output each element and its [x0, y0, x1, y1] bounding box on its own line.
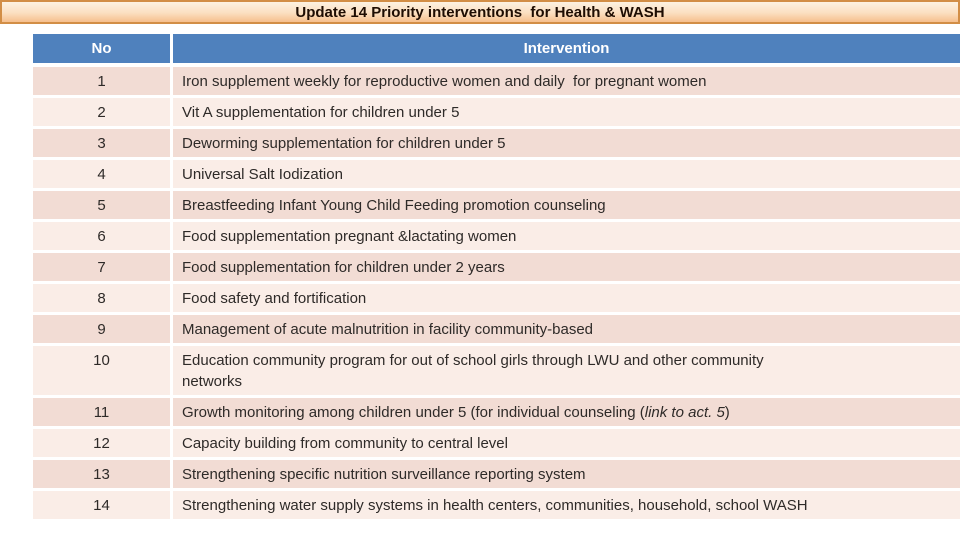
intervention-text-segment: Food supplementation for children under … — [182, 259, 505, 276]
table-body: 1 Iron supplement weekly for reproductiv… — [33, 67, 960, 519]
intervention-cell: Vit A supplementation for children under… — [173, 98, 960, 126]
table-row: 10 Education community program for out o… — [33, 346, 960, 395]
row-number-cell: 11 — [33, 398, 170, 426]
table-row: 4 Universal Salt Iodization — [33, 160, 960, 188]
intervention-cell: Strengthening water supply systems in he… — [173, 491, 960, 519]
intervention-cell: Management of acute malnutrition in faci… — [173, 315, 960, 343]
table-row: 2 Vit A supplementation for children und… — [33, 98, 960, 126]
interventions-table: No Intervention 1 Iron supplement weekly… — [33, 34, 960, 519]
intervention-text-segment: Growth monitoring among children under 5… — [182, 404, 645, 421]
intervention-text-segment: Education community program for out of s… — [182, 352, 764, 390]
column-header-no: No — [33, 34, 170, 63]
row-number-cell: 13 — [33, 460, 170, 488]
intervention-cell: Deworming supplementation for children u… — [173, 129, 960, 157]
intervention-cell: Growth monitoring among children under 5… — [173, 398, 960, 426]
intervention-text-segment: Capacity building from community to cent… — [182, 435, 508, 452]
intervention-cell: Food safety and fortification — [173, 284, 960, 312]
intervention-cell: Breastfeeding Infant Young Child Feeding… — [173, 191, 960, 219]
table-row: 5 Breastfeeding Infant Young Child Feedi… — [33, 191, 960, 219]
row-number-cell: 4 — [33, 160, 170, 188]
intervention-cell: Universal Salt Iodization — [173, 160, 960, 188]
table-row: 6 Food supplementation pregnant &lactati… — [33, 222, 960, 250]
intervention-cell: Food supplementation for children under … — [173, 253, 960, 281]
intervention-text-segment: Strengthening specific nutrition surveil… — [182, 466, 586, 483]
intervention-text-segment: Management of acute malnutrition in faci… — [182, 321, 594, 338]
table-row: 8 Food safety and fortification — [33, 284, 960, 312]
row-number-cell: 9 — [33, 315, 170, 343]
row-number-cell: 2 — [33, 98, 170, 126]
intervention-cell: Iron supplement weekly for reproductive … — [173, 67, 960, 95]
intervention-text-segment: Food supplementation pregnant &lactating… — [182, 228, 517, 245]
table-row: 9 Management of acute malnutrition in fa… — [33, 315, 960, 343]
table-row: 7 Food supplementation for children unde… — [33, 253, 960, 281]
table-row: 13 Strengthening specific nutrition surv… — [33, 460, 960, 488]
intervention-text-segment: Food safety and fortification — [182, 290, 367, 307]
intervention-text-segment: Deworming supplementation for children u… — [182, 135, 506, 152]
table-row: 12 Capacity building from community to c… — [33, 429, 960, 457]
row-number-cell: 3 — [33, 129, 170, 157]
intervention-cell: Strengthening specific nutrition surveil… — [173, 460, 960, 488]
intervention-text-segment: ) — [724, 404, 730, 421]
table-row: 14 Strengthening water supply systems in… — [33, 491, 960, 519]
intervention-text-segment: Breastfeeding Infant Young Child Feeding… — [182, 197, 606, 214]
table-header-row: No Intervention — [33, 34, 960, 63]
row-number-cell: 8 — [33, 284, 170, 312]
row-number-cell: 12 — [33, 429, 170, 457]
row-number-cell: 14 — [33, 491, 170, 519]
intervention-text-segment: Iron supplement weekly for reproductive … — [182, 73, 707, 90]
column-header-intervention: Intervention — [173, 34, 960, 63]
intervention-text-segment: Strengthening water supply systems in he… — [182, 497, 808, 514]
slide-title: Update 14 Priority interventions for Hea… — [295, 3, 665, 21]
row-number-cell: 7 — [33, 253, 170, 281]
intervention-text-segment: Universal Salt Iodization — [182, 166, 343, 183]
intervention-text-segment: Vit A supplementation for children under… — [182, 104, 460, 121]
row-number-cell: 5 — [33, 191, 170, 219]
table-row: 3 Deworming supplementation for children… — [33, 129, 960, 157]
intervention-cell: Food supplementation pregnant &lactating… — [173, 222, 960, 250]
intervention-cell: Education community program for out of s… — [173, 346, 960, 395]
intervention-text-segment: link to act. 5 — [644, 404, 725, 421]
row-number-cell: 10 — [33, 346, 170, 395]
table-row: 1 Iron supplement weekly for reproductiv… — [33, 67, 960, 95]
row-number-cell: 1 — [33, 67, 170, 95]
row-number-cell: 6 — [33, 222, 170, 250]
table-row: 11 Growth monitoring among children unde… — [33, 398, 960, 426]
intervention-cell: Capacity building from community to cent… — [173, 429, 960, 457]
slide-title-bar: Update 14 Priority interventions for Hea… — [0, 0, 960, 24]
